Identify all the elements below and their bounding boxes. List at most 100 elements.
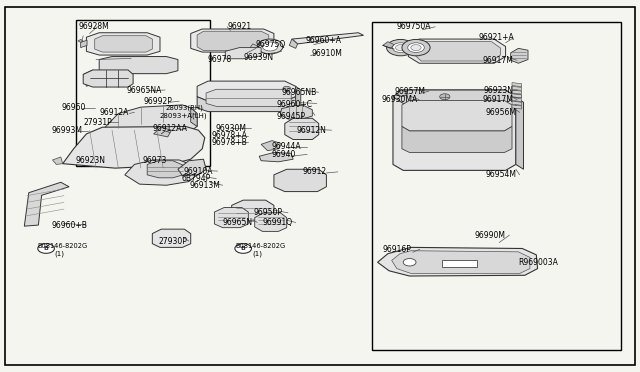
Text: 96913M: 96913M: [189, 181, 220, 190]
Text: 96921: 96921: [227, 22, 252, 31]
Text: B: B: [241, 246, 246, 251]
Polygon shape: [516, 97, 524, 169]
Polygon shape: [511, 48, 528, 63]
Polygon shape: [259, 153, 293, 162]
Polygon shape: [512, 90, 522, 94]
Polygon shape: [408, 39, 506, 63]
Circle shape: [257, 39, 283, 54]
Polygon shape: [99, 105, 197, 140]
Circle shape: [440, 94, 450, 100]
Polygon shape: [24, 182, 69, 226]
Polygon shape: [512, 101, 522, 105]
Polygon shape: [191, 108, 197, 126]
Text: 96930M: 96930M: [215, 124, 246, 133]
Circle shape: [262, 42, 278, 51]
Text: 27931P: 27931P: [83, 118, 112, 126]
Polygon shape: [225, 48, 261, 59]
Circle shape: [392, 43, 409, 52]
Polygon shape: [152, 229, 191, 247]
Text: 96910A: 96910A: [183, 167, 212, 176]
Polygon shape: [81, 40, 87, 48]
Text: 96965NB: 96965NB: [282, 88, 317, 97]
Circle shape: [411, 45, 421, 51]
Polygon shape: [296, 86, 301, 112]
Text: 96944A: 96944A: [271, 142, 301, 151]
Text: 96978: 96978: [208, 55, 232, 64]
Polygon shape: [512, 94, 522, 98]
Text: B: B: [44, 246, 49, 251]
Polygon shape: [154, 127, 172, 137]
Polygon shape: [83, 70, 96, 86]
Text: 96939N: 96939N: [243, 53, 273, 62]
Polygon shape: [206, 89, 291, 106]
Text: 96965N: 96965N: [223, 218, 253, 227]
Polygon shape: [512, 83, 522, 87]
Text: 96960+A: 96960+A: [306, 36, 342, 45]
Polygon shape: [214, 208, 248, 228]
Bar: [442, 260, 477, 267]
Polygon shape: [280, 106, 312, 119]
Text: 96912A: 96912A: [99, 108, 129, 117]
Polygon shape: [261, 141, 282, 151]
Circle shape: [402, 39, 430, 56]
Text: 28093(RH): 28093(RH): [165, 105, 203, 111]
Text: B08146-8202G: B08146-8202G: [37, 243, 87, 249]
Text: 96917M: 96917M: [483, 56, 513, 65]
Circle shape: [235, 244, 252, 253]
Text: 96916P: 96916P: [383, 245, 412, 254]
Text: 96973: 96973: [142, 156, 166, 165]
Polygon shape: [392, 251, 530, 273]
Polygon shape: [402, 100, 512, 131]
Polygon shape: [512, 86, 522, 90]
Polygon shape: [250, 44, 259, 51]
Polygon shape: [255, 213, 287, 231]
Text: 96960+B: 96960+B: [51, 221, 87, 230]
Polygon shape: [63, 126, 205, 168]
Text: 96940: 96940: [271, 150, 296, 159]
Polygon shape: [274, 169, 326, 192]
Polygon shape: [289, 39, 298, 48]
Polygon shape: [378, 247, 538, 276]
Text: 96928M: 96928M: [78, 22, 109, 31]
Polygon shape: [285, 118, 319, 140]
Polygon shape: [292, 33, 364, 44]
Text: 96991Q: 96991Q: [262, 218, 292, 227]
Text: 96930MA: 96930MA: [381, 95, 418, 104]
Text: 969750A: 969750A: [397, 22, 431, 31]
Circle shape: [397, 91, 406, 96]
Polygon shape: [83, 70, 133, 87]
Circle shape: [283, 86, 291, 91]
Text: 96956M: 96956M: [485, 108, 516, 117]
Polygon shape: [393, 90, 516, 170]
Circle shape: [396, 45, 406, 51]
Text: 96990M: 96990M: [475, 231, 506, 240]
Polygon shape: [147, 161, 183, 178]
Polygon shape: [402, 126, 512, 153]
Text: 96923N: 96923N: [76, 156, 106, 165]
Text: 96960+C: 96960+C: [276, 100, 312, 109]
Bar: [76, 20, 210, 166]
Text: 96917M: 96917M: [483, 95, 513, 104]
Polygon shape: [512, 94, 522, 98]
Text: 96950P: 96950P: [253, 208, 282, 217]
Polygon shape: [512, 97, 522, 102]
Text: 96965NA: 96965NA: [127, 86, 162, 94]
Text: 96912: 96912: [302, 167, 326, 176]
Text: 28093+A(LH): 28093+A(LH): [160, 112, 207, 119]
Polygon shape: [191, 29, 274, 52]
Polygon shape: [197, 31, 269, 51]
Polygon shape: [95, 36, 152, 52]
Polygon shape: [125, 160, 197, 185]
Text: 96923N: 96923N: [484, 86, 514, 94]
Polygon shape: [78, 39, 83, 42]
Text: 96912AA: 96912AA: [152, 124, 187, 133]
Text: 96978+A: 96978+A: [211, 131, 247, 140]
Circle shape: [38, 244, 54, 253]
Text: 96993M: 96993M: [51, 126, 82, 135]
Polygon shape: [415, 42, 500, 61]
Polygon shape: [197, 97, 296, 112]
Polygon shape: [52, 157, 63, 164]
Polygon shape: [512, 105, 522, 109]
Text: (1): (1): [253, 250, 263, 257]
Text: B08146-8202G: B08146-8202G: [236, 243, 285, 249]
